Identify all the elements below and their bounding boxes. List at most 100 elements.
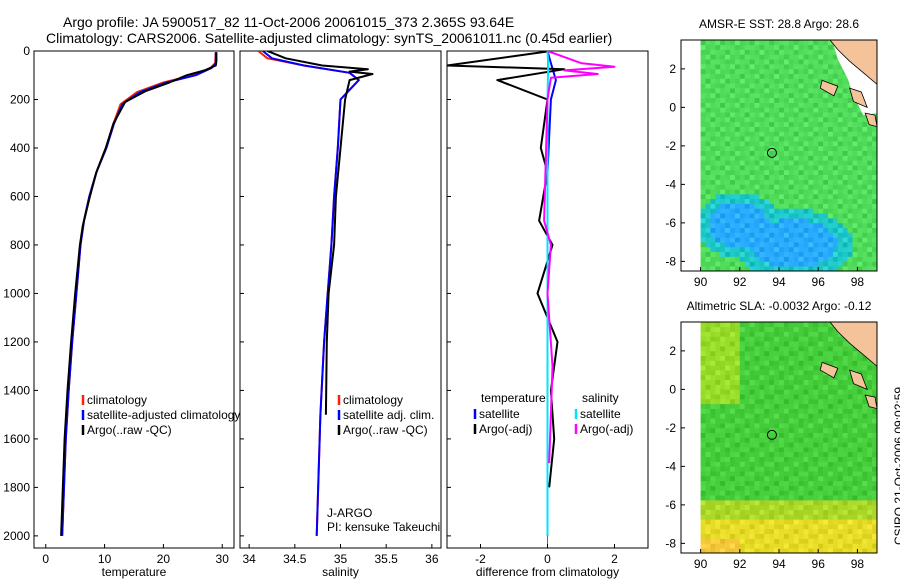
map-cell xyxy=(739,54,745,60)
map-cell xyxy=(749,160,755,166)
map-cell xyxy=(852,548,858,554)
map-cell xyxy=(779,480,785,486)
map-cell xyxy=(823,227,829,233)
map-cell xyxy=(749,519,755,525)
map-cell xyxy=(828,437,834,443)
map-cell xyxy=(857,456,863,462)
map-cell xyxy=(828,246,834,252)
map-cell xyxy=(872,427,878,433)
map-cell xyxy=(832,194,839,200)
map-cell xyxy=(862,543,868,549)
map-cell xyxy=(813,246,819,252)
map-cell xyxy=(734,394,741,400)
map-cell xyxy=(710,466,716,472)
map-cell xyxy=(774,165,780,171)
map-cell xyxy=(798,456,804,462)
map-cell xyxy=(779,423,785,429)
map-cell xyxy=(808,389,814,395)
map-cell xyxy=(798,237,804,243)
map-cell xyxy=(818,266,824,272)
map-cell xyxy=(823,447,829,453)
y-tick-label: -6 xyxy=(665,498,676,512)
map-cell xyxy=(852,160,858,166)
map-cell xyxy=(720,437,726,443)
map-cell xyxy=(700,155,706,161)
map-cell xyxy=(823,208,829,214)
map-cell xyxy=(803,442,809,448)
map-cell xyxy=(730,150,736,156)
map-cell xyxy=(872,237,878,243)
map-cell xyxy=(749,432,755,438)
map-cell xyxy=(847,121,853,127)
map-cell xyxy=(808,370,814,376)
map-cell xyxy=(872,242,878,248)
map-cell xyxy=(779,533,785,539)
map-cell xyxy=(749,88,755,94)
map-cell xyxy=(730,97,736,103)
map-cell xyxy=(764,336,770,342)
map-cell xyxy=(774,169,780,175)
map-cell xyxy=(847,548,853,554)
map-cell xyxy=(823,336,829,342)
map-cell xyxy=(852,112,858,118)
map-cell xyxy=(823,485,829,491)
map-cell xyxy=(774,141,780,147)
map-cell xyxy=(725,471,731,477)
map-cell xyxy=(793,227,799,233)
map-cell xyxy=(823,500,829,506)
map-cell xyxy=(774,40,780,46)
map-cell xyxy=(847,150,853,156)
map-cell xyxy=(867,533,873,539)
map-cell xyxy=(842,355,848,361)
map-cell xyxy=(759,322,765,328)
map-cell xyxy=(700,370,706,376)
map-cell xyxy=(862,442,868,448)
map-cell xyxy=(808,198,814,204)
map-cell xyxy=(823,150,829,156)
map-cell xyxy=(788,136,794,142)
map-cell xyxy=(867,256,873,262)
map-cell xyxy=(720,374,726,380)
map-cell xyxy=(769,346,775,352)
map-cell xyxy=(779,97,785,103)
map-cell xyxy=(774,92,780,98)
map-cell xyxy=(710,136,716,142)
map-cell xyxy=(793,266,799,272)
map-cell xyxy=(725,423,731,429)
map-cell xyxy=(774,256,780,262)
map-cell xyxy=(774,218,780,224)
map-cell xyxy=(700,524,706,530)
map-cell xyxy=(739,145,745,151)
map-cell xyxy=(808,251,814,257)
map-cell xyxy=(783,490,790,496)
map-cell xyxy=(832,251,839,257)
map-cell xyxy=(832,519,839,525)
map-cell xyxy=(730,432,736,438)
map-cell xyxy=(730,184,736,190)
map-cell xyxy=(774,355,780,361)
map-cell xyxy=(700,538,706,544)
map-cell xyxy=(734,495,741,501)
map-cell xyxy=(862,145,868,151)
map-cell xyxy=(730,198,736,204)
map-cell xyxy=(744,208,750,214)
map-cell xyxy=(730,227,736,233)
map-cell xyxy=(700,266,706,272)
map-cell xyxy=(769,336,775,342)
map-cell xyxy=(700,222,706,228)
map-cell xyxy=(720,169,726,175)
map-cell xyxy=(744,461,750,467)
map-cell xyxy=(739,432,745,438)
map-cell xyxy=(739,88,745,94)
map-cell xyxy=(769,117,775,123)
map-cell xyxy=(710,437,716,443)
map-cell xyxy=(788,150,794,156)
map-cell xyxy=(842,466,848,472)
map-cell xyxy=(837,222,843,228)
map-cell xyxy=(774,203,780,209)
map-cell xyxy=(847,504,853,510)
map-cell xyxy=(857,485,863,491)
map-cell xyxy=(769,442,775,448)
map-cell xyxy=(828,261,834,267)
map-cell xyxy=(823,490,829,496)
